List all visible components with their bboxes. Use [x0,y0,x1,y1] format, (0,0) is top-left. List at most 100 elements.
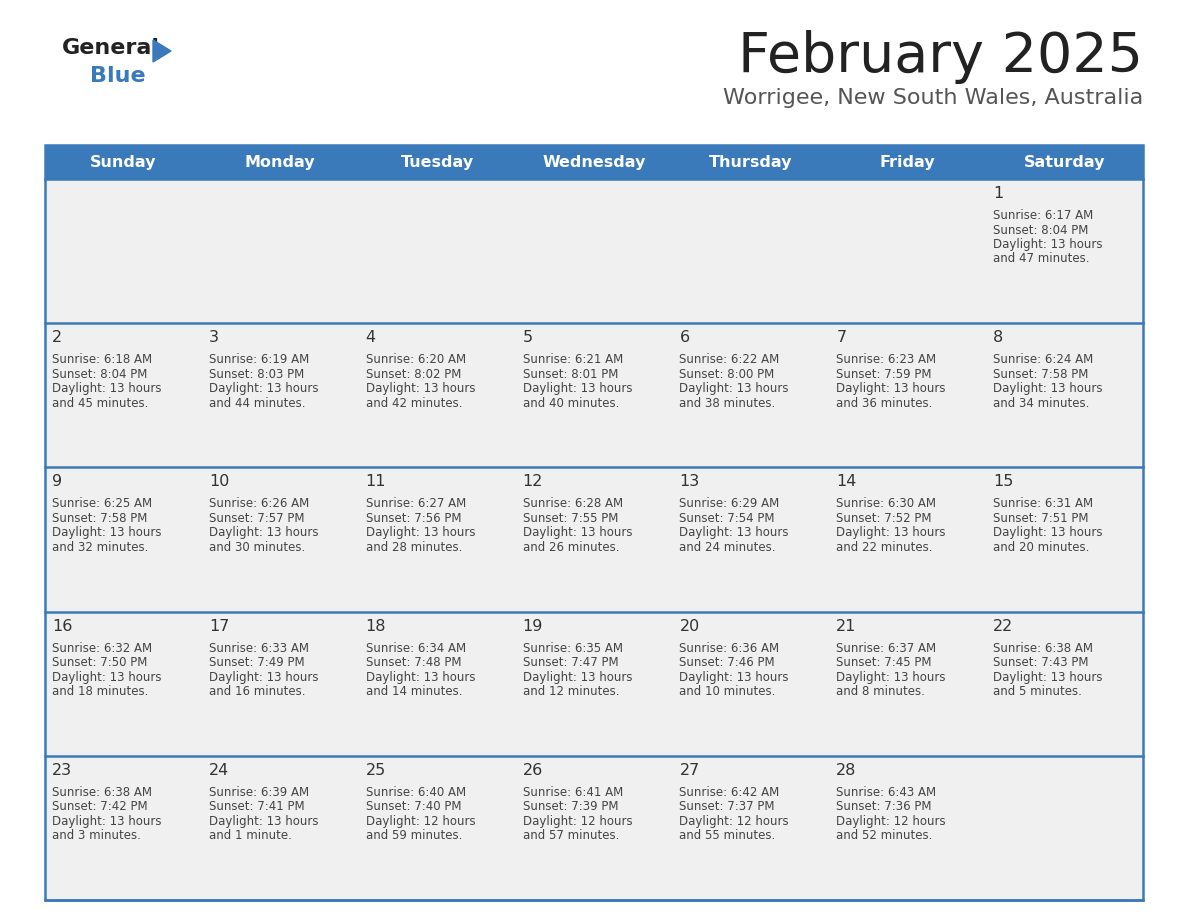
Text: Sunset: 7:48 PM: Sunset: 7:48 PM [366,656,461,669]
Text: Sunrise: 6:34 AM: Sunrise: 6:34 AM [366,642,466,655]
Text: and 34 minutes.: and 34 minutes. [993,397,1089,409]
Text: 22: 22 [993,619,1013,633]
Polygon shape [153,40,171,62]
Text: 16: 16 [52,619,72,633]
Bar [45,145,1143,179]
Text: Sunrise: 6:20 AM: Sunrise: 6:20 AM [366,353,466,366]
Text: and 12 minutes.: and 12 minutes. [523,685,619,698]
Text: Sunset: 7:43 PM: Sunset: 7:43 PM [993,656,1088,669]
Text: Sunset: 7:39 PM: Sunset: 7:39 PM [523,800,618,813]
Text: Sunrise: 6:19 AM: Sunrise: 6:19 AM [209,353,309,366]
Text: and 24 minutes.: and 24 minutes. [680,541,776,554]
Text: Daylight: 12 hours: Daylight: 12 hours [680,815,789,828]
Text: Daylight: 12 hours: Daylight: 12 hours [523,815,632,828]
Text: Daylight: 13 hours: Daylight: 13 hours [680,526,789,540]
Text: 18: 18 [366,619,386,633]
Text: Friday: Friday [880,154,935,170]
Text: Daylight: 12 hours: Daylight: 12 hours [836,815,946,828]
Text: Sunrise: 6:38 AM: Sunrise: 6:38 AM [52,786,152,799]
Text: Sunrise: 6:24 AM: Sunrise: 6:24 AM [993,353,1093,366]
Text: 2: 2 [52,330,62,345]
Text: 20: 20 [680,619,700,633]
Text: Sunset: 7:58 PM: Sunset: 7:58 PM [52,512,147,525]
Text: Worrigee, New South Wales, Australia: Worrigee, New South Wales, Australia [722,88,1143,108]
Text: Daylight: 13 hours: Daylight: 13 hours [523,382,632,396]
Text: Sunrise: 6:43 AM: Sunrise: 6:43 AM [836,786,936,799]
Bar [45,611,1143,756]
Text: Sunset: 7:51 PM: Sunset: 7:51 PM [993,512,1088,525]
Text: Daylight: 13 hours: Daylight: 13 hours [52,671,162,684]
Text: Thursday: Thursday [709,154,792,170]
Text: Daylight: 13 hours: Daylight: 13 hours [366,526,475,540]
Text: Sunset: 7:57 PM: Sunset: 7:57 PM [209,512,304,525]
Text: and 8 minutes.: and 8 minutes. [836,685,925,698]
Text: 17: 17 [209,619,229,633]
Text: Daylight: 13 hours: Daylight: 13 hours [52,815,162,828]
Text: Sunset: 8:00 PM: Sunset: 8:00 PM [680,368,775,381]
Text: and 36 minutes.: and 36 minutes. [836,397,933,409]
Text: Daylight: 13 hours: Daylight: 13 hours [680,671,789,684]
Bar [45,145,1143,900]
Text: Sunrise: 6:38 AM: Sunrise: 6:38 AM [993,642,1093,655]
Text: 10: 10 [209,475,229,489]
Text: 6: 6 [680,330,689,345]
Text: 19: 19 [523,619,543,633]
Text: Sunset: 7:55 PM: Sunset: 7:55 PM [523,512,618,525]
Text: 5: 5 [523,330,532,345]
Text: Daylight: 13 hours: Daylight: 13 hours [523,671,632,684]
Text: and 26 minutes.: and 26 minutes. [523,541,619,554]
Text: 13: 13 [680,475,700,489]
Text: Daylight: 13 hours: Daylight: 13 hours [993,238,1102,251]
Text: and 40 minutes.: and 40 minutes. [523,397,619,409]
Text: Daylight: 13 hours: Daylight: 13 hours [209,671,318,684]
Text: and 44 minutes.: and 44 minutes. [209,397,305,409]
Text: Monday: Monday [245,154,316,170]
Text: and 10 minutes.: and 10 minutes. [680,685,776,698]
Text: Daylight: 13 hours: Daylight: 13 hours [993,526,1102,540]
Text: 24: 24 [209,763,229,778]
Text: Sunrise: 6:31 AM: Sunrise: 6:31 AM [993,498,1093,510]
Text: and 45 minutes.: and 45 minutes. [52,397,148,409]
Text: Sunrise: 6:21 AM: Sunrise: 6:21 AM [523,353,623,366]
Text: Sunrise: 6:40 AM: Sunrise: 6:40 AM [366,786,466,799]
Text: Saturday: Saturday [1024,154,1105,170]
Text: 21: 21 [836,619,857,633]
Text: Sunrise: 6:22 AM: Sunrise: 6:22 AM [680,353,779,366]
Text: Sunset: 8:02 PM: Sunset: 8:02 PM [366,368,461,381]
Text: Sunrise: 6:18 AM: Sunrise: 6:18 AM [52,353,152,366]
Text: Sunrise: 6:29 AM: Sunrise: 6:29 AM [680,498,779,510]
Text: 12: 12 [523,475,543,489]
Text: Daylight: 13 hours: Daylight: 13 hours [209,526,318,540]
Text: Sunrise: 6:17 AM: Sunrise: 6:17 AM [993,209,1093,222]
Text: Daylight: 13 hours: Daylight: 13 hours [52,526,162,540]
Text: Sunset: 7:42 PM: Sunset: 7:42 PM [52,800,147,813]
Text: Daylight: 13 hours: Daylight: 13 hours [366,671,475,684]
Text: Sunset: 7:52 PM: Sunset: 7:52 PM [836,512,931,525]
Text: Sunrise: 6:41 AM: Sunrise: 6:41 AM [523,786,623,799]
Text: Daylight: 13 hours: Daylight: 13 hours [836,671,946,684]
Text: Sunrise: 6:32 AM: Sunrise: 6:32 AM [52,642,152,655]
Text: Sunset: 7:46 PM: Sunset: 7:46 PM [680,656,775,669]
Text: Sunset: 7:49 PM: Sunset: 7:49 PM [209,656,304,669]
Text: 15: 15 [993,475,1013,489]
Text: Sunset: 7:40 PM: Sunset: 7:40 PM [366,800,461,813]
Bar [45,467,1143,611]
Text: Daylight: 13 hours: Daylight: 13 hours [52,382,162,396]
Text: Sunday: Sunday [90,154,157,170]
Text: Sunset: 7:58 PM: Sunset: 7:58 PM [993,368,1088,381]
Text: Sunset: 7:37 PM: Sunset: 7:37 PM [680,800,775,813]
Text: Sunrise: 6:25 AM: Sunrise: 6:25 AM [52,498,152,510]
Text: and 55 minutes.: and 55 minutes. [680,829,776,843]
Text: and 38 minutes.: and 38 minutes. [680,397,776,409]
Text: Blue: Blue [90,66,146,86]
Text: Sunset: 8:04 PM: Sunset: 8:04 PM [993,223,1088,237]
Text: Daylight: 13 hours: Daylight: 13 hours [209,815,318,828]
Text: and 59 minutes.: and 59 minutes. [366,829,462,843]
Text: Daylight: 13 hours: Daylight: 13 hours [836,382,946,396]
Text: Sunset: 7:56 PM: Sunset: 7:56 PM [366,512,461,525]
Text: Sunrise: 6:37 AM: Sunrise: 6:37 AM [836,642,936,655]
Text: 26: 26 [523,763,543,778]
Text: and 28 minutes.: and 28 minutes. [366,541,462,554]
Text: Daylight: 13 hours: Daylight: 13 hours [366,382,475,396]
Text: Sunrise: 6:28 AM: Sunrise: 6:28 AM [523,498,623,510]
